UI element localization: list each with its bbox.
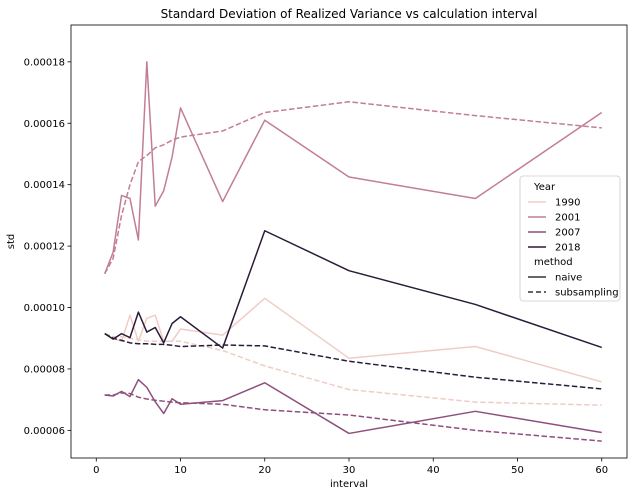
- series-line-2007-subsampling: [104, 392, 602, 442]
- x-tick-label: 30: [343, 465, 356, 476]
- x-tick-label: 20: [258, 465, 271, 476]
- legend-label-naive: naive: [555, 273, 582, 284]
- legend-label-subsampling: subsampling: [555, 288, 619, 299]
- legend-label-1990: 1990: [555, 198, 580, 209]
- series-line-2018-naive: [104, 230, 602, 349]
- legend-title-year: Year: [533, 182, 556, 193]
- series-layer: [104, 61, 603, 442]
- legend-label-2001: 2001: [555, 213, 580, 224]
- x-tick-label: 50: [511, 465, 524, 476]
- y-tick-label: 0.00012: [24, 242, 65, 253]
- x-tick-label: 10: [174, 465, 187, 476]
- legend: Year 1990 2001 2007 2018 method naive su…: [519, 175, 621, 302]
- legend-label-2007: 2007: [555, 228, 580, 239]
- x-axis-label: interval: [330, 479, 368, 490]
- series-line-1990-subsampling: [104, 332, 602, 406]
- y-tick-label: 0.00008: [24, 364, 65, 375]
- chart-title: Standard Deviation of Realized Variance …: [161, 7, 538, 21]
- y-axis-label: std: [6, 234, 17, 249]
- series-line-2007-naive: [104, 378, 602, 435]
- x-axis: 0 10 20 30 40 50 60: [93, 458, 608, 476]
- y-tick-label: 0.00018: [24, 57, 65, 68]
- y-tick-label: 0.00016: [24, 119, 65, 130]
- legend-box: [519, 175, 621, 302]
- x-tick-label: 0: [93, 465, 99, 476]
- series-line-2001-subsampling: [104, 101, 602, 275]
- x-tick-label: 60: [595, 465, 608, 476]
- y-axis: 0.00006 0.00008 0.00010 0.00012 0.00014 0.000…: [24, 57, 71, 437]
- legend-title-method: method: [534, 257, 573, 268]
- y-tick-label: 0.00014: [24, 180, 65, 191]
- y-tick-label: 0.00006: [24, 426, 65, 437]
- series-line-1990-naive: [104, 297, 602, 383]
- y-tick-label: 0.00010: [24, 303, 65, 314]
- legend-label-2018: 2018: [555, 243, 580, 254]
- x-tick-label: 40: [427, 465, 440, 476]
- series-line-2018-subsampling: [104, 332, 602, 390]
- series-line-2001-naive: [104, 61, 603, 275]
